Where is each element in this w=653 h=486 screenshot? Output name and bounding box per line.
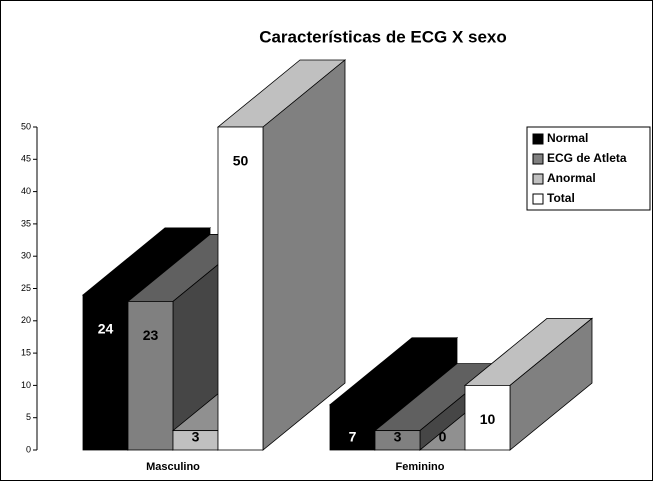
value-label: 24 — [98, 321, 114, 337]
y-tick-label: 0 — [26, 444, 31, 454]
value-label: 50 — [233, 153, 249, 169]
y-tick-label: 35 — [21, 218, 31, 228]
y-tick-label: 10 — [21, 380, 31, 390]
x-tick-label: Masculino — [146, 461, 200, 473]
legend-label: Anormal — [547, 171, 596, 185]
bar-front — [82, 294, 129, 451]
legend-swatch — [532, 133, 544, 145]
legend-swatch — [532, 173, 544, 185]
y-tick-label: 5 — [26, 412, 31, 422]
x-tick-label: Feminino — [396, 461, 445, 473]
bar-front — [329, 404, 376, 451]
y-tick-label: 25 — [21, 283, 31, 293]
bar-side — [262, 59, 346, 451]
legend-box — [526, 126, 651, 211]
legend-label: Normal — [547, 131, 588, 145]
legend-swatch — [532, 193, 544, 205]
bar-front — [217, 126, 264, 451]
y-tick-label: 15 — [21, 347, 31, 357]
bar — [463, 317, 594, 451]
legend-label: Total — [547, 191, 575, 205]
value-label: 7 — [349, 429, 357, 445]
value-label: 10 — [480, 411, 496, 427]
y-tick-label: 30 — [21, 251, 31, 261]
y-tick-label: 50 — [21, 121, 31, 131]
bar — [216, 59, 347, 451]
bar-front — [464, 384, 511, 451]
value-label: 0 — [439, 429, 447, 445]
legend-swatch — [532, 153, 544, 165]
value-label: 3 — [192, 429, 200, 445]
bar-front — [127, 301, 174, 451]
value-label: 23 — [143, 327, 159, 343]
value-label: 3 — [394, 429, 402, 445]
y-tick-label: 20 — [21, 315, 31, 325]
y-tick-label: 40 — [21, 186, 31, 196]
legend-label: ECG de Atleta — [547, 151, 627, 165]
y-tick-label: 45 — [21, 154, 31, 164]
chart-title: Características de ECG X sexo — [259, 27, 507, 46]
bar-front — [374, 430, 421, 451]
